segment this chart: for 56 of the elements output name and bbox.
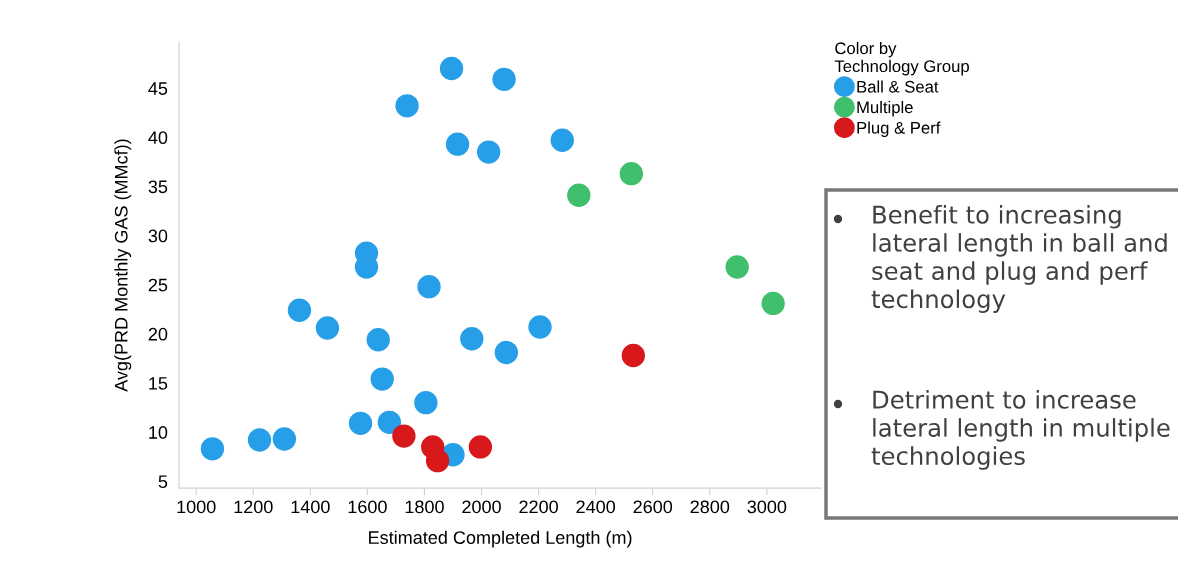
x-tick-label: 1600 xyxy=(348,500,387,514)
text: Benefit to increasing lateral length in ball and seat and plug and perf technology xyxy=(871,205,1167,313)
legend-label: Ball & Seat xyxy=(857,80,939,93)
point xyxy=(348,411,373,435)
point xyxy=(200,437,225,461)
x-tick-label: 2400 xyxy=(576,500,616,514)
point xyxy=(414,390,438,415)
point xyxy=(528,315,552,339)
point xyxy=(425,448,450,473)
x-tick-label: 2600 xyxy=(633,500,673,514)
y-tick-label: 35 xyxy=(148,180,168,194)
x-axis-title: Estimated Completed Length (m) xyxy=(369,530,632,548)
legend-label: Plug & Perf xyxy=(857,121,941,138)
x-tick-label: 1400 xyxy=(291,500,330,514)
point xyxy=(377,410,402,435)
y-tick-label: 45 xyxy=(148,82,168,95)
x-tick-label: 1200 xyxy=(234,500,273,514)
legend-label: Multiple xyxy=(857,100,913,117)
x-tick-label: 2000 xyxy=(462,500,501,514)
x-tick-label: 1000 xyxy=(177,500,216,514)
y-tick-label: 10 xyxy=(149,426,168,439)
point xyxy=(417,275,441,299)
point xyxy=(761,291,785,316)
point xyxy=(370,367,394,391)
point xyxy=(476,140,501,164)
y-tick-label: 30 xyxy=(148,229,168,243)
y-tick-label: 40 xyxy=(148,131,168,145)
text: Detriment to increase lateral length in multiple technologies xyxy=(871,390,1170,470)
point xyxy=(460,327,484,351)
x-tick-label: 3000 xyxy=(747,500,787,514)
point xyxy=(287,298,312,322)
point xyxy=(492,67,516,91)
x-tick-label: 2200 xyxy=(519,500,558,514)
x-tick-label: 2800 xyxy=(690,500,730,514)
x-tick-label: 1800 xyxy=(405,500,444,514)
point xyxy=(550,128,574,152)
point xyxy=(621,343,645,368)
point xyxy=(392,424,416,448)
legend-title: Color by Technology Group xyxy=(834,41,969,76)
point xyxy=(315,316,340,340)
point xyxy=(272,427,297,451)
point xyxy=(494,340,519,365)
y-tick-label: 15 xyxy=(149,377,168,390)
y-axis-title: Avg(PRD Monthly GAS (MMcf)) xyxy=(114,139,132,392)
point xyxy=(395,94,419,118)
point xyxy=(439,56,464,81)
point xyxy=(247,428,272,452)
point xyxy=(725,255,749,279)
point xyxy=(445,132,470,156)
point xyxy=(366,328,390,352)
y-tick-label: 20 xyxy=(148,327,168,341)
point xyxy=(468,435,493,459)
point xyxy=(567,183,591,207)
y-tick-label: 25 xyxy=(148,278,168,292)
y-tick-label: 5 xyxy=(158,475,168,489)
point xyxy=(619,161,643,186)
